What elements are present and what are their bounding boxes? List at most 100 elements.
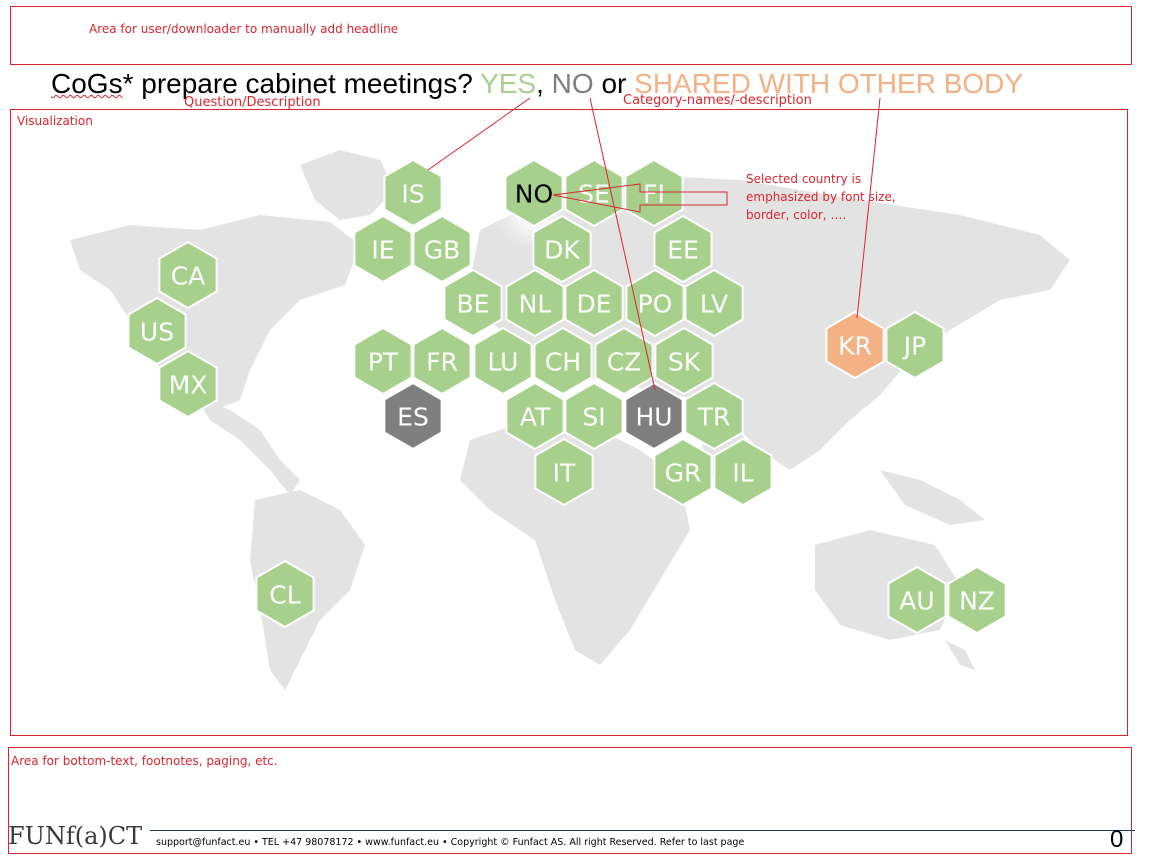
page-number: 0 <box>1110 826 1124 853</box>
country-code-label: HU <box>635 403 672 432</box>
country-hex-gr[interactable]: GR <box>653 437 713 507</box>
hex-shape <box>684 268 744 338</box>
country-hex-cl[interactable]: CL <box>255 559 315 629</box>
country-code-label: TR <box>697 403 731 432</box>
annotation-lines <box>427 97 881 391</box>
country-hex-es[interactable]: ES <box>383 381 443 451</box>
hex-shape <box>885 310 945 380</box>
country-code-label: KR <box>838 332 872 361</box>
country-code-label: EE <box>667 236 699 265</box>
country-code-label: ES <box>397 403 429 432</box>
country-code-label: GR <box>665 459 702 488</box>
hex-shape <box>383 381 443 451</box>
country-hex-jp[interactable]: JP <box>885 310 945 380</box>
country-hex-pt[interactable]: PT <box>353 326 413 396</box>
country-hex-at[interactable]: AT <box>505 381 565 451</box>
headline-area[interactable] <box>10 6 1132 65</box>
hex-shape <box>947 565 1007 635</box>
country-code-label: FI <box>643 180 665 209</box>
country-code-label: LU <box>488 348 519 377</box>
category-no: NO <box>551 68 594 99</box>
hex-shape <box>684 381 744 451</box>
hex-shape <box>594 326 654 396</box>
hex-shape <box>383 158 443 228</box>
country-hex-ch[interactable]: CH <box>533 326 593 396</box>
visualization-label: Visualization <box>17 114 93 128</box>
bottom-area[interactable] <box>8 747 1132 854</box>
hex-shape <box>127 296 187 366</box>
hex-shape <box>533 326 593 396</box>
country-hex-lu[interactable]: LU <box>473 326 533 396</box>
country-hex-il[interactable]: IL <box>713 437 773 507</box>
hex-shape <box>158 349 218 419</box>
hex-shape <box>564 381 624 451</box>
country-hex-ee[interactable]: EE <box>653 214 713 284</box>
hex-shape <box>412 326 472 396</box>
country-hex-kr[interactable]: KR <box>825 310 885 380</box>
country-hex-it[interactable]: IT <box>534 437 594 507</box>
question-title: CoGs* prepare cabinet meetings? YES, NO … <box>51 68 1023 100</box>
country-hex-po[interactable]: PO <box>625 268 685 338</box>
country-code-label: DK <box>544 236 580 265</box>
country-hex-fr[interactable]: FR <box>412 326 472 396</box>
country-hex-hu[interactable]: HU <box>624 381 684 451</box>
country-hex-lv[interactable]: LV <box>684 268 744 338</box>
hex-shape <box>353 214 413 284</box>
hex-shape <box>473 326 533 396</box>
country-hex-si[interactable]: SI <box>564 381 624 451</box>
hex-shape <box>158 240 218 310</box>
selection-annotation: Selected country is emphasized by font s… <box>746 172 896 222</box>
country-code-label: NL <box>519 290 552 319</box>
title-or: or <box>593 68 635 99</box>
bottom-area-note: Area for bottom-text, footnotes, paging,… <box>11 754 278 768</box>
hex-shape <box>654 326 714 396</box>
title-comma: , <box>536 68 552 99</box>
country-code-label: CL <box>269 581 300 610</box>
country-hex-gb[interactable]: GB <box>412 214 472 284</box>
hex-shape <box>412 214 472 284</box>
country-code-label: GB <box>424 236 461 265</box>
country-hex-au[interactable]: AU <box>887 565 947 635</box>
country-code-label: PT <box>368 348 399 377</box>
country-hex-dk[interactable]: DK <box>532 214 592 284</box>
hex-shape <box>564 268 624 338</box>
footer-contact: support@funfact.eu • TEL +47 98078172 • … <box>156 837 745 848</box>
country-hex-cz[interactable]: CZ <box>594 326 654 396</box>
question-text: * prepare cabinet meetings? <box>122 68 481 99</box>
country-code-label: IT <box>553 459 576 488</box>
shared-pointer-line <box>856 97 881 319</box>
hex-shape <box>564 158 624 228</box>
country-hex-nz[interactable]: NZ <box>947 565 1007 635</box>
country-hex-no[interactable]: NO <box>504 158 564 228</box>
country-code-label: AT <box>520 403 551 432</box>
category-shared: SHARED WITH OTHER BODY <box>634 68 1024 99</box>
hex-shape <box>887 565 947 635</box>
country-code-label: IL <box>732 459 753 488</box>
hex-shape <box>825 310 885 380</box>
country-hex-be[interactable]: BE <box>443 268 503 338</box>
hex-shape <box>653 214 713 284</box>
country-code-label: SI <box>582 403 605 432</box>
hex-shape <box>353 326 413 396</box>
country-hex-mx[interactable]: MX <box>158 349 218 419</box>
question-label: Question/Description <box>184 95 321 110</box>
country-code-label: AU <box>899 587 934 616</box>
no-pointer-line <box>589 97 656 391</box>
country-hex-sk[interactable]: SK <box>654 326 714 396</box>
hex-shape <box>534 437 594 507</box>
country-code-label: IS <box>401 180 424 209</box>
country-hex-de[interactable]: DE <box>564 268 624 338</box>
category-label: Category-names/-description <box>623 93 812 108</box>
visualization-area <box>10 109 1128 736</box>
selected-pointer-arrow <box>552 183 728 213</box>
hex-shape <box>505 381 565 451</box>
country-hex-ca[interactable]: CA <box>158 240 218 310</box>
country-hex-us[interactable]: US <box>127 296 187 366</box>
country-hex-tr[interactable]: TR <box>684 381 744 451</box>
country-hex-se[interactable]: SE <box>564 158 624 228</box>
country-code-label: US <box>140 318 174 347</box>
country-code-label: NO <box>515 180 553 209</box>
country-hex-is[interactable]: IS <box>383 158 443 228</box>
country-hex-nl[interactable]: NL <box>505 268 565 338</box>
country-hex-ie[interactable]: IE <box>353 214 413 284</box>
